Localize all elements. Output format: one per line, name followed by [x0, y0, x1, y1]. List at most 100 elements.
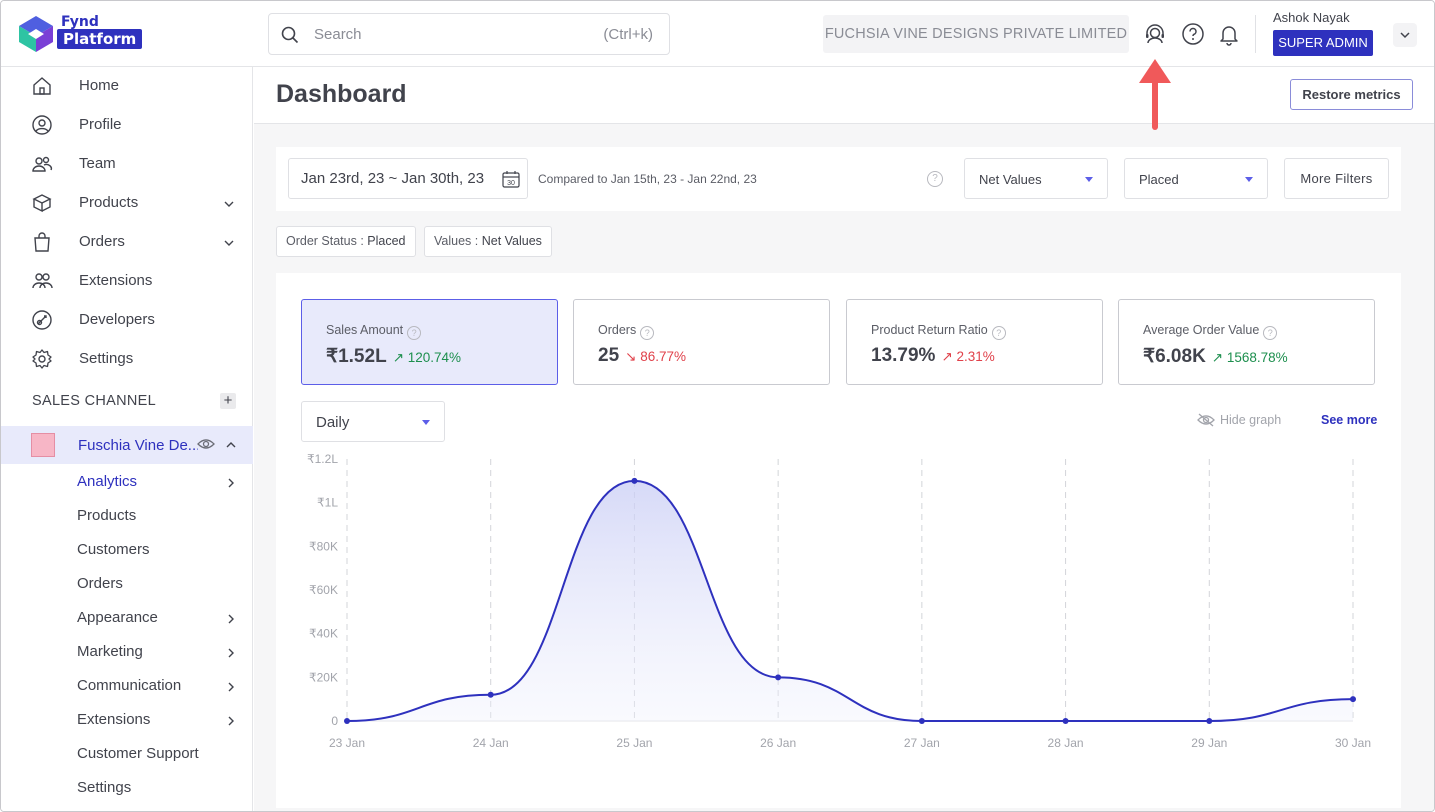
- sidebar-sub-analytics[interactable]: Analytics: [1, 465, 253, 499]
- x-tick-label: 26 Jan: [760, 736, 796, 750]
- gear-icon: [32, 349, 52, 369]
- metric-value: ₹1.52L ↗ 120.74%: [326, 345, 461, 368]
- y-tick-label: 0: [331, 714, 338, 728]
- sidebar-item-label: Orders: [79, 233, 125, 250]
- sales-channel-selector[interactable]: Fuschia Vine De...: [1, 426, 253, 464]
- metric-value-text: 13.79%: [871, 345, 936, 366]
- company-name[interactable]: FUCHSIA VINE DESIGNS PRIVATE LIMITED: [823, 15, 1129, 53]
- metric-title-text: Product Return Ratio: [871, 323, 988, 337]
- period-select[interactable]: Daily: [301, 401, 445, 442]
- chevron-down-icon: [224, 240, 234, 246]
- eye-off-icon[interactable]: [1197, 413, 1215, 427]
- sidebar-item-settings[interactable]: Settings: [1, 340, 253, 379]
- fynd-platform-logo[interactable]: Fynd Platform: [17, 13, 149, 55]
- sidebar-item-label: Home: [79, 77, 120, 94]
- metric-title: Product Return Ratio?: [871, 323, 1006, 340]
- sidebar-sub-appearance[interactable]: Appearance: [1, 601, 253, 635]
- data-point: [631, 477, 638, 484]
- status-select-value: Placed: [1139, 172, 1179, 187]
- more-filters-button[interactable]: More Filters: [1284, 158, 1389, 199]
- metric-value: 25 ↘ 86.77%: [598, 345, 686, 367]
- eye-icon[interactable]: [197, 437, 215, 451]
- metric-value-text: 25: [598, 345, 620, 366]
- metric-card-orders[interactable]: Orders? 25 ↘ 86.77%: [573, 299, 830, 385]
- restore-metrics-button[interactable]: Restore metrics: [1290, 79, 1413, 110]
- sidebar-sub-label: Products: [77, 507, 137, 524]
- x-tick-label: 28 Jan: [1048, 736, 1084, 750]
- sidebar-item-developers[interactable]: Developers: [1, 301, 253, 340]
- help-icon[interactable]: [1181, 22, 1205, 46]
- logo-text-platform: Platform: [57, 29, 143, 49]
- sidebar-sub-communication[interactable]: Communication: [1, 669, 253, 703]
- sidebar-sub-orders[interactable]: Orders: [1, 567, 253, 601]
- metric-card-sales-amount[interactable]: Sales Amount? ₹1.52L ↗ 120.74%: [301, 299, 558, 385]
- date-range-picker[interactable]: Jan 23rd, 23 ~ Jan 30th, 23 30: [288, 158, 528, 199]
- see-more-link[interactable]: See more: [1321, 413, 1378, 427]
- sidebar-item-extensions[interactable]: Extensions: [1, 262, 253, 301]
- caret-down-icon: [422, 420, 430, 425]
- filter-bar: Jan 23rd, 23 ~ Jan 30th, 23 30 Compared …: [276, 147, 1401, 211]
- data-point: [1206, 718, 1213, 724]
- chip-value: Placed: [367, 234, 406, 248]
- filter-chip-order-status[interactable]: Order Status : Placed: [276, 226, 416, 257]
- chevron-up-icon[interactable]: [223, 437, 239, 453]
- bell-icon[interactable]: [1217, 22, 1241, 46]
- sidebar-sub-customers[interactable]: Customers: [1, 533, 253, 567]
- metric-value: ₹6.08K ↗ 1568.78%: [1143, 345, 1288, 368]
- hide-graph-button[interactable]: Hide graph: [1220, 413, 1282, 427]
- x-tick-label: 30 Jan: [1335, 736, 1371, 750]
- sidebar-sub-marketing[interactable]: Marketing: [1, 635, 253, 669]
- metric-title: Orders?: [598, 323, 655, 340]
- chevron-right-icon: [228, 614, 234, 624]
- help-icon[interactable]: ?: [991, 326, 1006, 340]
- sidebar-sub-products[interactable]: Products: [1, 499, 253, 533]
- metric-delta-text: 120.74%: [407, 350, 462, 365]
- sidebar-sub-customer-support[interactable]: Customer Support: [1, 737, 253, 771]
- x-tick-label: 29 Jan: [1191, 736, 1227, 750]
- sidebar-item-team[interactable]: Team: [1, 145, 253, 184]
- profile-icon: [32, 115, 52, 135]
- box-icon: [32, 194, 52, 213]
- filter-chip-values[interactable]: Values : Net Values: [424, 226, 552, 257]
- sales-area: [347, 480, 1353, 721]
- channel-name: Fuschia Vine De...: [78, 437, 198, 454]
- sidebar-item-products[interactable]: Products: [1, 184, 253, 223]
- status-select[interactable]: Placed: [1124, 158, 1268, 199]
- date-range-value: Jan 23rd, 23 ~ Jan 30th, 23: [301, 170, 485, 187]
- help-icon[interactable]: ?: [640, 326, 655, 340]
- metric-delta-text: 1568.78%: [1226, 350, 1288, 365]
- metric-card-average-order-value[interactable]: Average Order Value? ₹6.08K ↗ 1568.78%: [1118, 299, 1375, 385]
- metric-value-text: ₹6.08K: [1143, 346, 1206, 367]
- values-select[interactable]: Net Values: [964, 158, 1108, 199]
- extensions-icon: [32, 273, 53, 289]
- help-icon[interactable]: ?: [1263, 326, 1278, 340]
- home-icon: [33, 77, 51, 95]
- user-name: Ashok Nayak: [1273, 10, 1350, 25]
- help-icon[interactable]: ?: [927, 171, 943, 187]
- chevron-right-icon: [228, 478, 234, 488]
- help-icon[interactable]: ?: [407, 326, 422, 340]
- sidebar-item-home[interactable]: Home: [1, 67, 253, 106]
- data-point: [1350, 696, 1356, 703]
- analytics-panel: Sales Amount? ₹1.52L ↗ 120.74% Orders? 25…: [276, 273, 1401, 808]
- sidebar-sub-extensions[interactable]: Extensions: [1, 703, 253, 737]
- sidebar-sub-label: Marketing: [77, 643, 143, 660]
- sidebar-item-orders[interactable]: Orders: [1, 223, 253, 262]
- search-input[interactable]: Search (Ctrl+k): [268, 13, 670, 55]
- chip-value: Net Values: [481, 234, 542, 248]
- sidebar-item-label: Products: [79, 194, 139, 211]
- metric-card-product-return-ratio[interactable]: Product Return Ratio? 13.79% ↗ 2.31%: [846, 299, 1103, 385]
- sidebar-item-label: Developers: [79, 311, 155, 328]
- metric-title-text: Sales Amount: [326, 323, 404, 337]
- support-headset-icon[interactable]: [1143, 22, 1167, 46]
- sidebar-item-label: Profile: [79, 116, 122, 133]
- y-tick-label: ₹60K: [309, 583, 338, 597]
- channel-logo: [31, 433, 55, 457]
- data-point: [775, 674, 782, 681]
- sidebar-sub-settings[interactable]: Settings: [1, 771, 253, 805]
- caret-down-icon: [1085, 177, 1093, 182]
- y-tick-label: ₹40K: [309, 627, 338, 641]
- add-channel-button[interactable]: +: [220, 393, 236, 409]
- sidebar-item-profile[interactable]: Profile: [1, 106, 253, 145]
- user-menu-toggle[interactable]: [1393, 23, 1417, 47]
